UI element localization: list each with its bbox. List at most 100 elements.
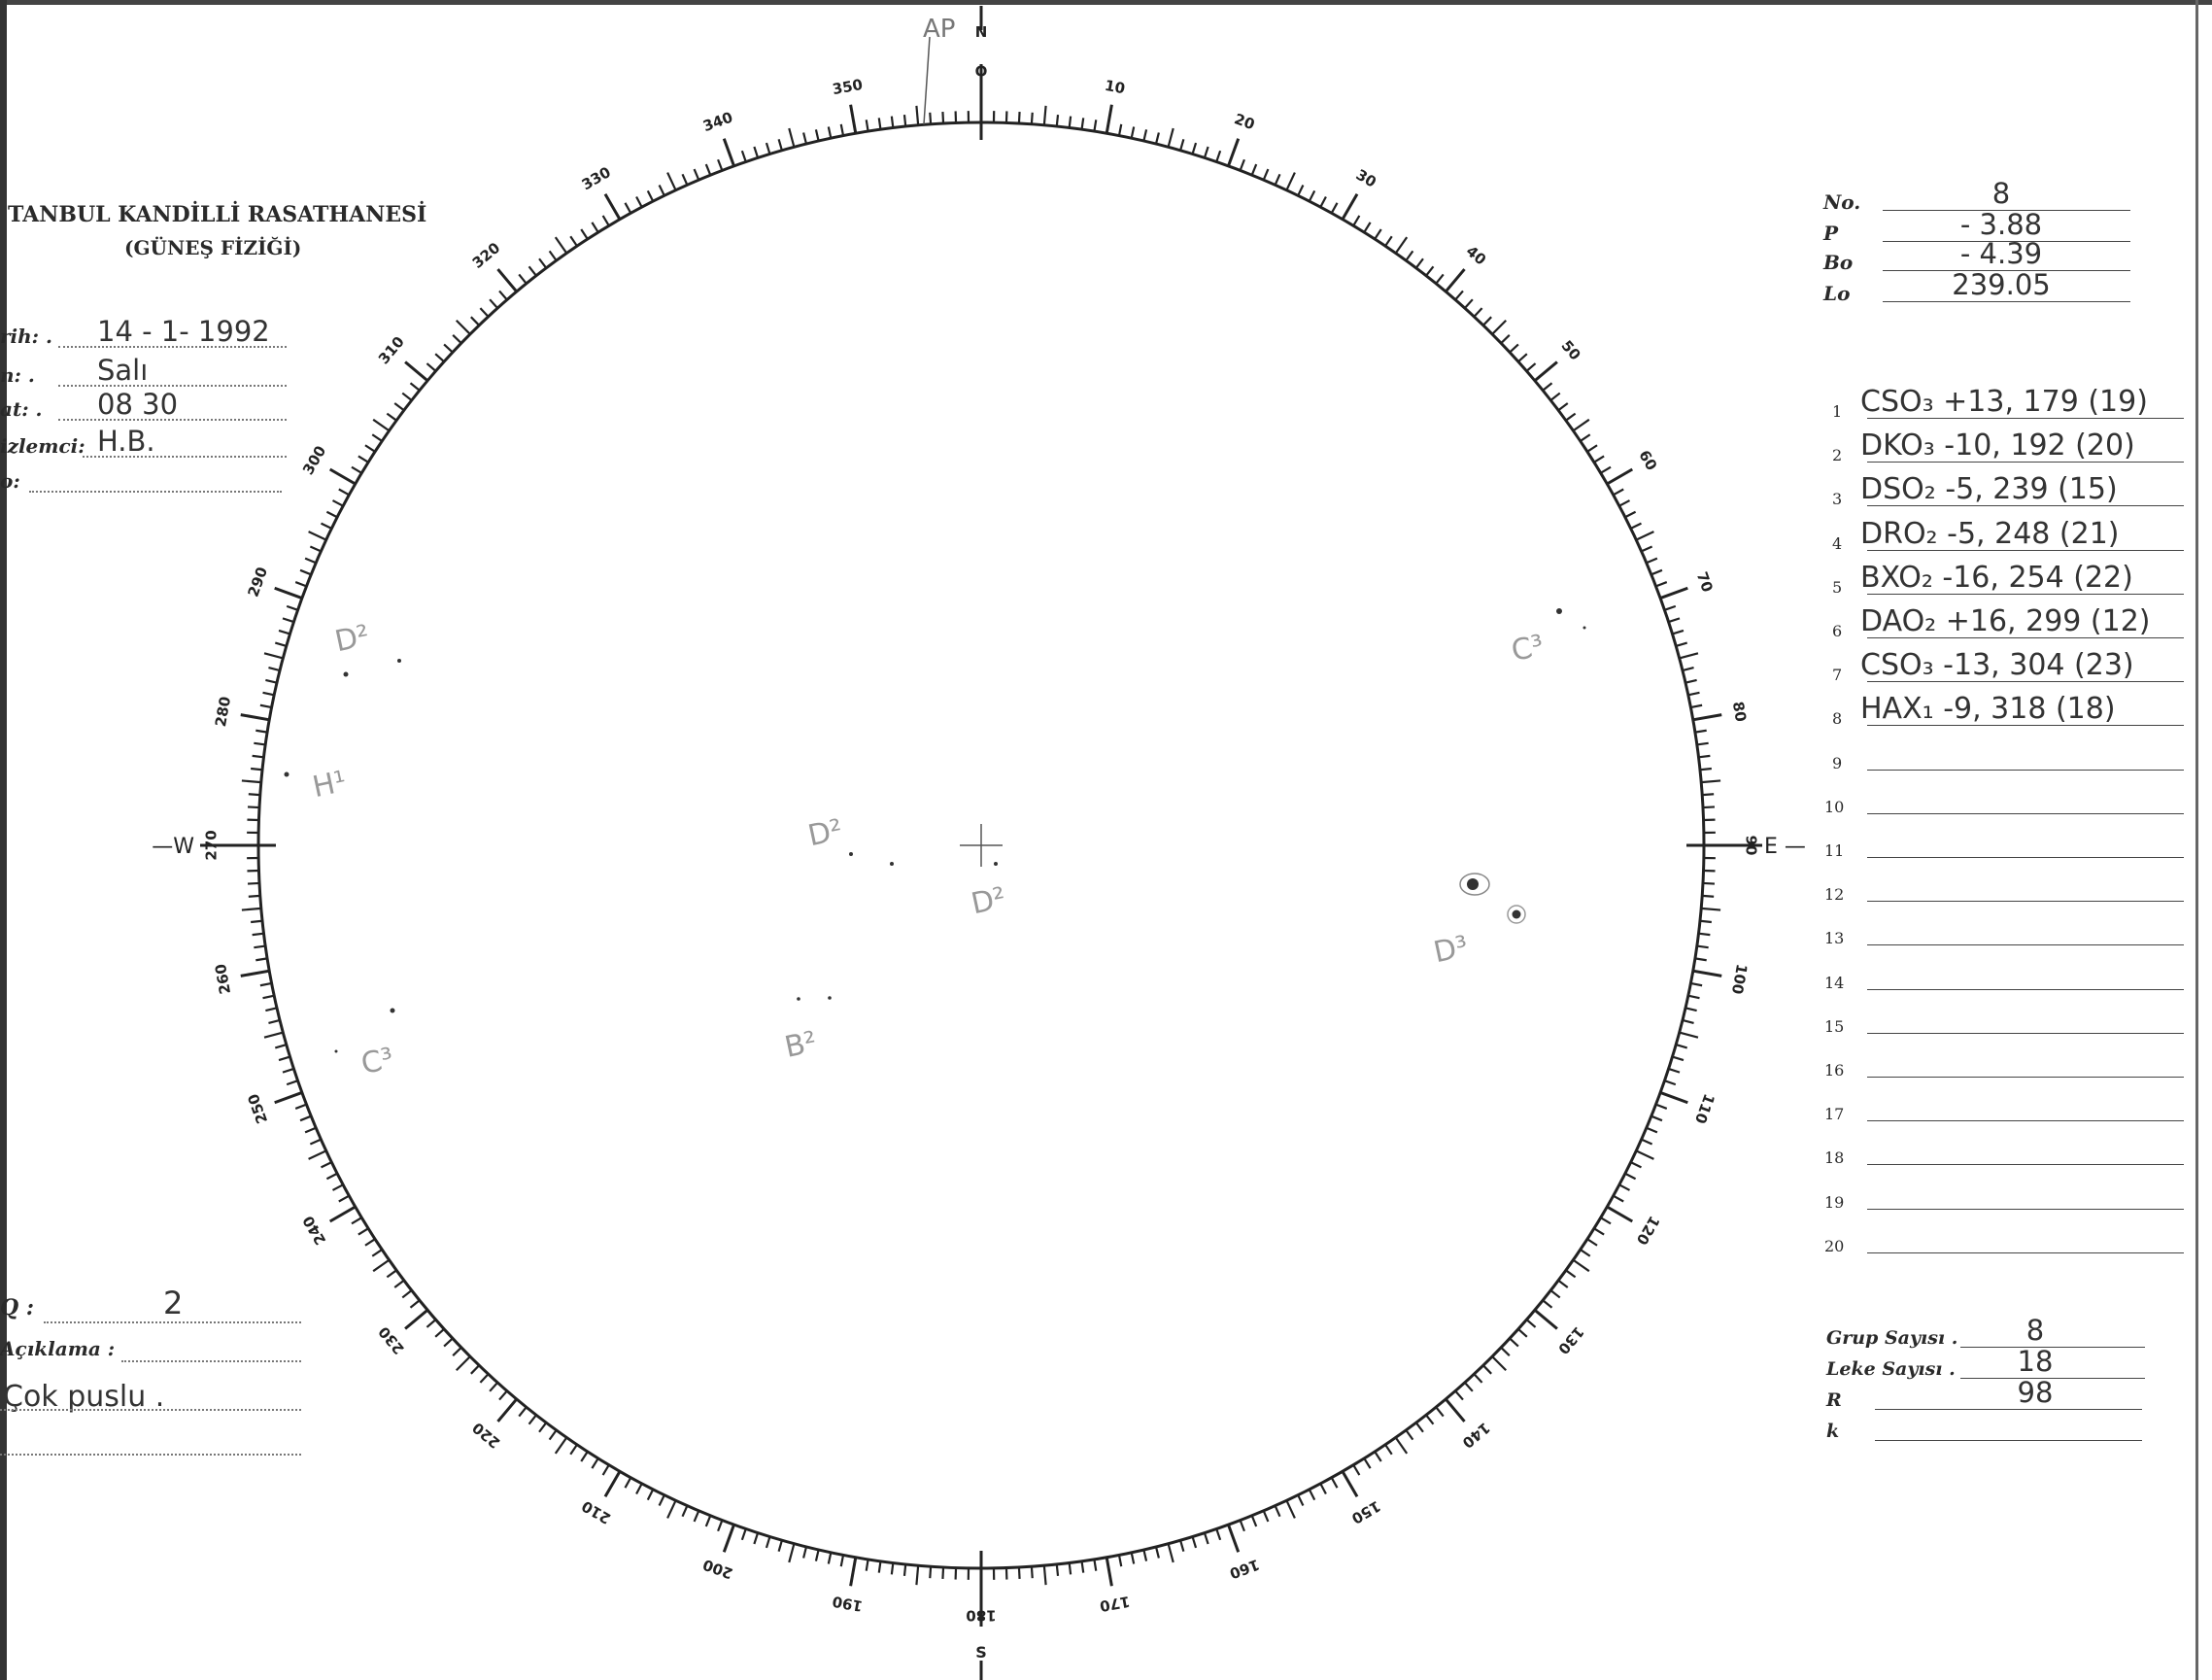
degree-tick <box>282 1067 294 1074</box>
degree-tick <box>1482 316 1492 326</box>
degree-tick <box>1454 1389 1464 1401</box>
group-number: 1 <box>1832 402 1843 421</box>
degree-tick <box>1635 1149 1654 1160</box>
param-label: P <box>1823 222 1839 245</box>
institution-title: TANBUL KANDİLLİ RASATHANESİ <box>8 202 427 227</box>
degree-tick <box>1586 444 1598 453</box>
degree-tick <box>722 138 735 167</box>
field-line <box>58 346 287 348</box>
group-line <box>1867 944 2184 946</box>
group-number: 9 <box>1832 753 1843 772</box>
q-label: Q : <box>0 1295 34 1320</box>
degree-tick <box>527 265 537 277</box>
degree-tick <box>1030 112 1034 124</box>
degree-tick <box>827 1552 833 1564</box>
scale-label: 100 <box>1728 963 1751 996</box>
degree-tick <box>1500 1347 1511 1356</box>
degree-tick <box>788 127 796 148</box>
degree-tick <box>802 132 808 145</box>
degree-tick <box>251 767 263 771</box>
degree-tick <box>1702 881 1716 885</box>
degree-tick <box>518 1406 527 1418</box>
degree-tick <box>248 793 260 797</box>
field-line <box>58 419 287 421</box>
degree-tick <box>1606 467 1634 486</box>
degree-tick <box>252 754 264 759</box>
degree-tick <box>1262 168 1270 181</box>
degree-tick <box>262 691 275 697</box>
degree-tick <box>915 1565 920 1586</box>
group-line <box>1867 1208 2184 1210</box>
degree-tick <box>496 1397 518 1423</box>
degree-tick <box>1319 195 1327 208</box>
summary-label: Leke Sayısı . <box>1826 1358 1956 1380</box>
degree-tick <box>538 257 548 269</box>
group-value: DSO₂ -5, 239 (15) <box>1860 472 2118 507</box>
degree-tick <box>434 353 445 362</box>
degree-tick <box>929 1566 933 1579</box>
degree-tick <box>263 1031 284 1039</box>
field-label: izlemci: <box>0 434 85 458</box>
summary-line <box>1960 1347 2145 1348</box>
degree-tick <box>1425 265 1435 277</box>
degree-tick <box>496 268 518 293</box>
degree-tick <box>1142 1549 1148 1561</box>
degree-tick <box>1203 146 1209 158</box>
param-value: 8 <box>1991 177 2011 210</box>
degree-tick <box>1672 629 1685 635</box>
sunspot <box>390 1008 395 1013</box>
degree-tick <box>1685 678 1697 684</box>
group-number: 6 <box>1832 622 1843 640</box>
group-number: 17 <box>1824 1105 1845 1124</box>
degree-tick <box>1330 202 1339 214</box>
degree-tick <box>1130 126 1136 139</box>
degree-tick <box>1055 115 1060 127</box>
degree-tick <box>498 1389 508 1401</box>
degree-tick <box>1093 120 1098 132</box>
degree-tick <box>1613 1194 1624 1203</box>
scale-label: O <box>975 63 988 81</box>
group-annotation: C³ <box>1508 628 1548 669</box>
degree-tick <box>254 944 266 949</box>
degree-tick <box>635 1483 643 1495</box>
degree-tick <box>274 1044 288 1049</box>
degree-tick <box>941 111 945 124</box>
sunspot <box>994 862 998 866</box>
degree-tick <box>386 1269 397 1279</box>
degree-tick <box>753 1532 760 1545</box>
degree-tick <box>372 1258 391 1273</box>
scale-label: 120 <box>1633 1213 1663 1248</box>
summary-line <box>1960 1378 2145 1379</box>
degree-tick <box>1682 1018 1694 1024</box>
degree-tick <box>409 1299 421 1309</box>
sunspot <box>1512 909 1521 919</box>
degree-tick <box>554 1436 568 1455</box>
degree-tick <box>1685 1007 1697 1012</box>
param-line <box>1883 210 2130 211</box>
degree-tick <box>308 1149 327 1160</box>
degree-tick <box>1600 1217 1612 1225</box>
degree-tick <box>251 919 263 924</box>
degree-tick <box>624 202 632 214</box>
degree-tick <box>518 273 527 285</box>
east-label: E — <box>1764 835 1806 859</box>
scale-label: 60 <box>1635 447 1660 473</box>
degree-tick <box>902 1563 907 1576</box>
degree-tick <box>1650 568 1663 576</box>
field-label: n: . <box>0 363 35 387</box>
degree-tick <box>1445 268 1466 293</box>
degree-tick <box>1549 1289 1561 1299</box>
degree-tick <box>1454 290 1464 301</box>
rotation-axis-line <box>923 36 931 125</box>
scale-label: 180 <box>966 1607 996 1625</box>
sunspot <box>1556 608 1562 614</box>
degree-tick <box>624 1477 632 1489</box>
group-number: 3 <box>1832 490 1843 509</box>
degree-tick <box>1542 1299 1553 1309</box>
scale-label: 190 <box>831 1593 864 1615</box>
degree-tick <box>569 235 578 247</box>
degree-tick <box>877 118 882 130</box>
degree-tick <box>1696 741 1709 746</box>
param-label: Lo <box>1823 282 1851 305</box>
degree-tick <box>839 1555 845 1567</box>
